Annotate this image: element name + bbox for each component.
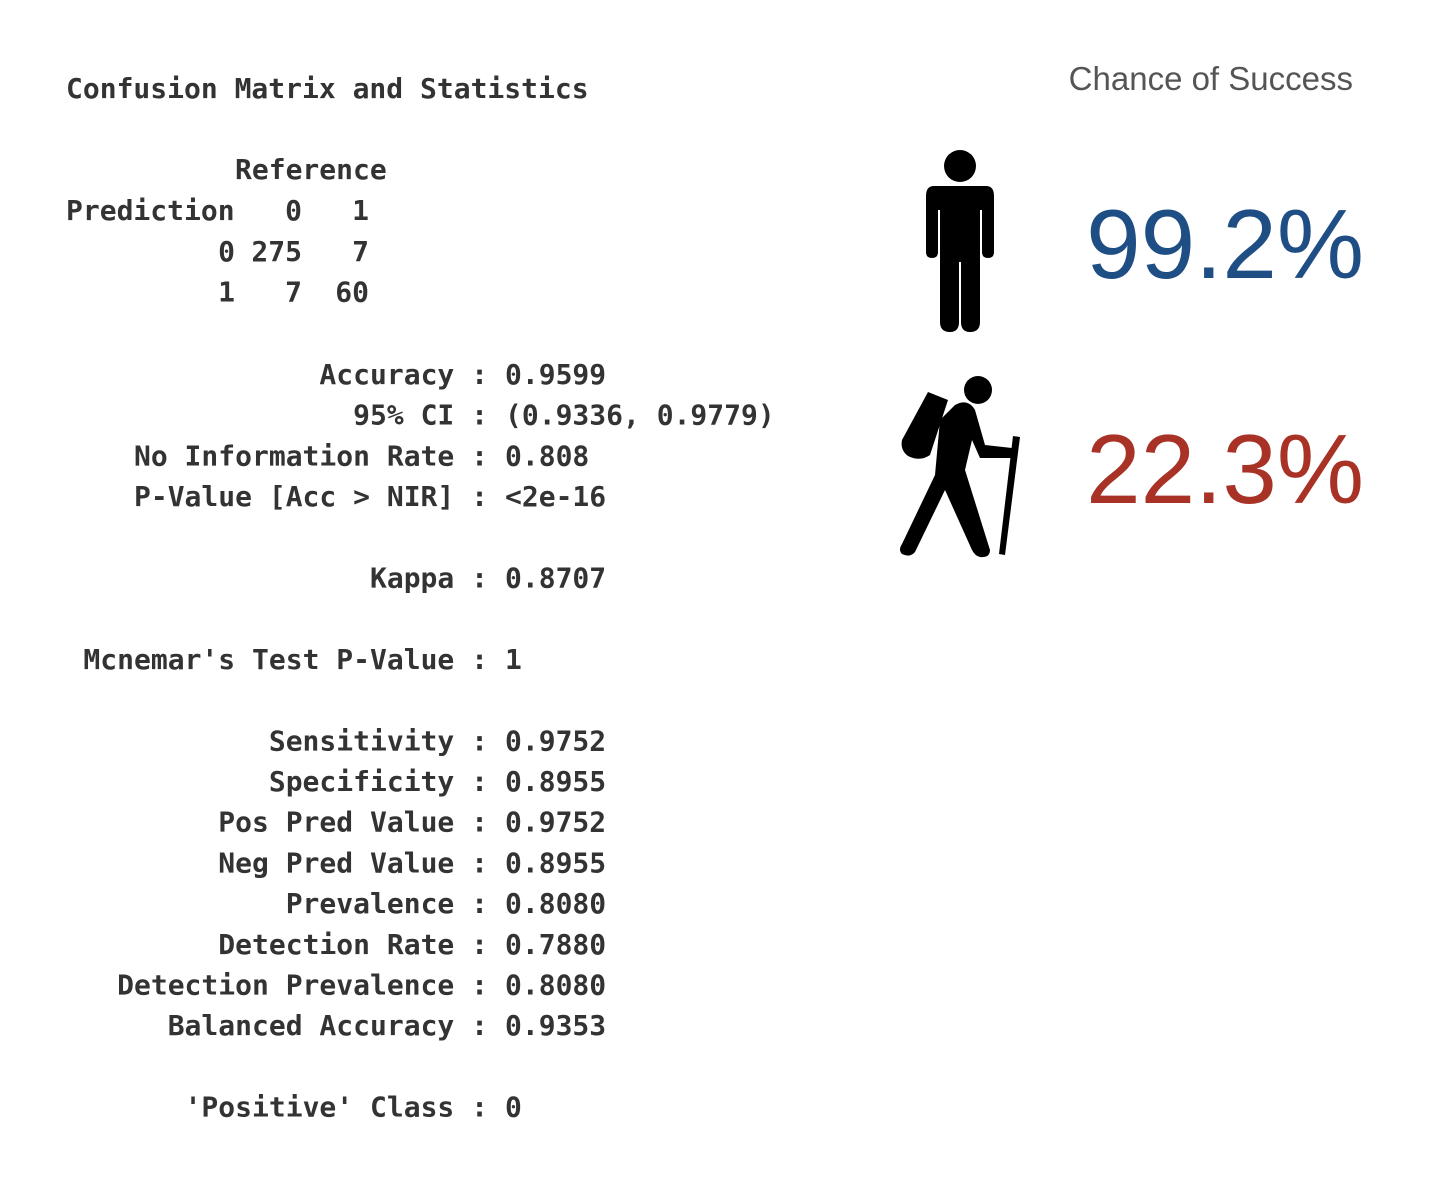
matrix-cell: 275	[251, 235, 302, 268]
stat-value: 0	[505, 1091, 522, 1124]
person-icon	[926, 150, 994, 332]
stat-value: 0.9752	[505, 724, 606, 757]
stat-label: Specificity :	[269, 765, 488, 798]
panel-title: Chance of Success	[1069, 60, 1353, 97]
matrix-column-label: 1	[352, 194, 369, 227]
matrix-row-label: 0	[218, 235, 235, 268]
stat-value: <2e-16	[505, 480, 606, 513]
stat-value: 0.8707	[505, 562, 606, 595]
matrix-row-label: 1	[218, 276, 235, 309]
matrix-reference: Reference	[235, 153, 387, 186]
stat-label: No Information Rate :	[134, 439, 488, 472]
stat-value: 0.7880	[505, 928, 606, 961]
stat-value: 0.8955	[505, 846, 606, 879]
stat-value: 0.8955	[505, 765, 606, 798]
matrix-column-label: 0	[285, 194, 302, 227]
stat-label: 95% CI :	[353, 399, 488, 432]
chance-value: 22.3%	[1086, 414, 1364, 524]
stat-value: 0.9353	[505, 1009, 606, 1042]
stat-label: 'Positive' Class :	[185, 1091, 488, 1124]
stat-label: Kappa :	[370, 562, 488, 595]
stat-label: Sensitivity :	[269, 724, 488, 757]
stat-label: Balanced Accuracy :	[168, 1009, 488, 1042]
stat-value: (0.9336, 0.9779)	[505, 399, 775, 432]
matrix-cell: 60	[335, 276, 369, 309]
stat-label: Mcnemar's Test P-Value :	[83, 643, 488, 676]
stat-label: Detection Prevalence :	[117, 969, 488, 1002]
report-title: Confusion Matrix and Statistics	[66, 72, 589, 105]
chance-value: 99.2%	[1086, 189, 1364, 299]
matrix-cell: 7	[352, 235, 369, 268]
stat-value: 0.9599	[505, 358, 606, 391]
stat-label: P-Value [Acc > NIR] :	[134, 480, 488, 513]
stat-label: Prevalence :	[286, 887, 488, 920]
stat-value: 0.9752	[505, 806, 606, 839]
stat-value: 0.8080	[505, 887, 606, 920]
stat-value: 0.8080	[505, 969, 606, 1002]
stat-label: Neg Pred Value :	[218, 846, 488, 879]
stat-label: Pos Pred Value :	[218, 806, 488, 839]
matrix-cell: 7	[285, 276, 302, 309]
stat-label: Accuracy :	[319, 358, 488, 391]
stat-value: 0.808	[505, 439, 589, 472]
stat-value: 1	[505, 643, 522, 676]
hiker-icon	[900, 376, 1020, 558]
matrix-prediction: Prediction	[66, 194, 235, 227]
stat-label: Detection Rate :	[218, 928, 488, 961]
